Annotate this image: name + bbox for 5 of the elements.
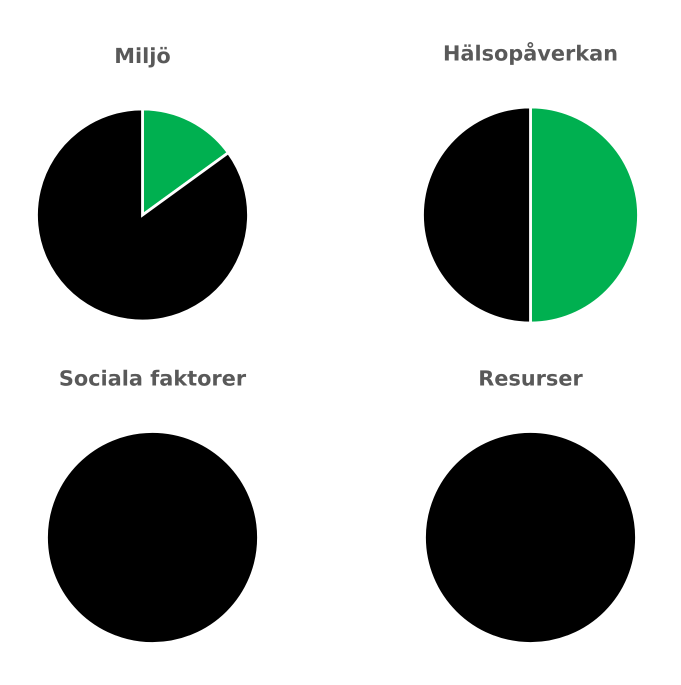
chart-title: Resurser (480, 370, 583, 386)
chart-title: Sociala faktorer (60, 370, 246, 386)
pie-slice (35, 108, 250, 322)
chart-title: Hälsopåverkan (444, 42, 616, 65)
chart-title: Miljö (116, 46, 170, 68)
